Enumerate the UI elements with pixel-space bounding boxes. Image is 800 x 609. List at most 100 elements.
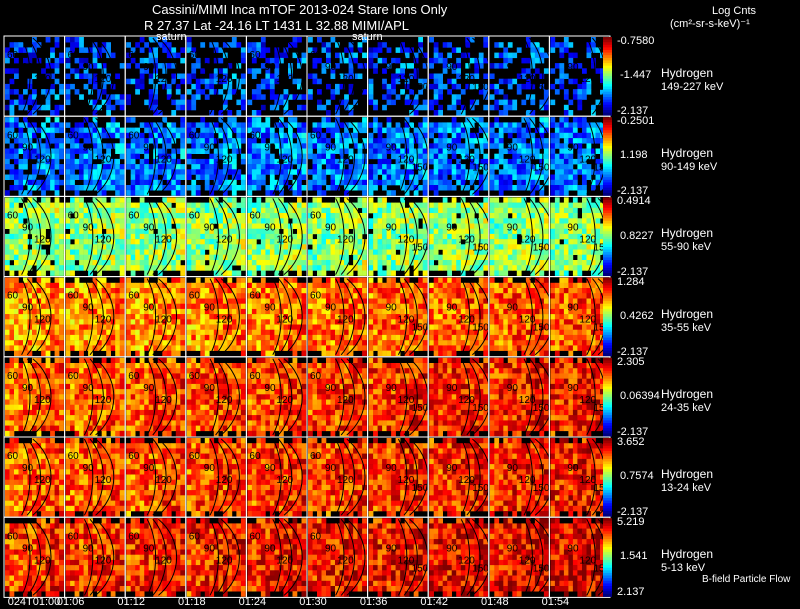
- heat-cell: [559, 207, 565, 214]
- heat-cell: [54, 138, 60, 144]
- heat-cell: [130, 282, 136, 289]
- heat-cell: [222, 99, 228, 106]
- heat-cell: [274, 73, 280, 79]
- contour-line: [586, 37, 596, 115]
- heat-cell: [525, 244, 531, 250]
- heat-cell: [582, 190, 587, 196]
- heat-cell: [119, 308, 125, 315]
- heat-cell: [269, 179, 275, 186]
- heat-cell: [101, 185, 107, 191]
- heat-cell: [144, 42, 149, 48]
- heat-cell: [180, 254, 186, 261]
- heat-cell: [9, 143, 15, 149]
- heat-cell: [498, 265, 504, 271]
- heat-cell: [568, 158, 574, 165]
- heat-cell: [9, 207, 15, 214]
- heat-cell: [27, 345, 33, 351]
- heat-cell: [50, 340, 55, 346]
- heat-cell: [157, 324, 163, 330]
- heat-cell: [335, 233, 340, 240]
- heat-cell: [395, 174, 401, 180]
- heat-cell: [5, 94, 10, 100]
- heat-cell: [101, 282, 107, 289]
- heat-cell: [438, 223, 443, 229]
- heat-cell: [265, 153, 271, 160]
- heat-cell: [469, 138, 475, 144]
- heat-cell: [144, 202, 149, 209]
- heat-cell: [130, 57, 136, 64]
- heat-cell: [236, 138, 242, 144]
- heat-cell: [36, 158, 42, 165]
- heat-cell: [171, 153, 177, 160]
- heat-cell: [83, 319, 89, 325]
- heat-cell: [144, 207, 149, 214]
- heat-cell: [135, 127, 140, 134]
- heat-cell: [74, 138, 80, 144]
- heat-cell: [433, 73, 439, 79]
- heat-cell: [330, 218, 336, 224]
- heat-cell: [317, 164, 322, 170]
- heat-cell: [568, 185, 574, 191]
- heat-cell: [144, 228, 149, 235]
- heat-cell: [97, 138, 102, 144]
- heat-cell: [357, 185, 363, 191]
- heat-cell: [516, 244, 522, 250]
- heat-cell: [297, 153, 302, 160]
- heat-cell: [483, 83, 489, 90]
- heat-cell: [344, 233, 349, 240]
- heat-cell: [144, 122, 149, 128]
- heat-cell: [14, 202, 19, 209]
- heat-cell: [521, 207, 527, 214]
- contour-label: 60: [7, 130, 19, 141]
- heat-cell: [335, 104, 340, 111]
- heat-cell: [45, 179, 51, 186]
- heat-cell: [191, 63, 197, 69]
- heat-cell: [92, 143, 98, 149]
- heat-cell: [5, 298, 10, 304]
- heat-cell: [175, 73, 181, 79]
- heat-cell: [260, 179, 266, 186]
- heat-cell: [236, 127, 242, 134]
- heat-cell: [79, 254, 84, 261]
- heat-cell: [130, 174, 136, 180]
- heat-cell: [157, 233, 163, 240]
- heat-cell: [395, 164, 401, 170]
- heat-cell: [148, 308, 154, 315]
- heat-cell: [494, 270, 500, 276]
- heat-cell: [600, 249, 605, 255]
- heat-cell: [115, 174, 120, 180]
- heat-cell: [148, 94, 154, 100]
- heat-cell: [382, 228, 387, 235]
- heat-cell: [70, 270, 75, 276]
- heat-cell: [335, 179, 340, 186]
- heat-cell: [521, 153, 527, 160]
- heat-cell: [577, 190, 583, 196]
- heat-cell: [438, 207, 443, 214]
- heat-cell: [568, 249, 574, 255]
- heat-cell: [157, 314, 163, 320]
- heat-cell: [83, 293, 89, 299]
- heat-cell: [433, 110, 439, 116]
- heat-cell: [451, 249, 457, 255]
- heat-cell: [456, 244, 461, 250]
- heat-cell: [191, 345, 197, 351]
- heat-cell: [456, 57, 461, 64]
- heat-cell: [45, 148, 51, 154]
- heat-cell: [157, 148, 163, 154]
- heat-cell: [591, 207, 596, 214]
- heat-cell: [539, 228, 545, 235]
- heat-cell: [525, 185, 531, 191]
- contour-label: 90: [507, 142, 519, 153]
- heat-cell: [41, 277, 46, 284]
- heat-cell: [312, 244, 318, 250]
- heat-cell: [153, 179, 158, 186]
- heat-cell: [521, 169, 527, 175]
- heat-cell: [368, 122, 374, 128]
- heat-cell: [209, 223, 215, 229]
- heat-cell: [36, 148, 42, 154]
- heat-cell: [45, 132, 51, 139]
- heat-cell: [110, 179, 116, 186]
- heat-cell: [512, 122, 518, 128]
- heat-cell: [465, 265, 471, 271]
- heat-cell: [438, 110, 443, 116]
